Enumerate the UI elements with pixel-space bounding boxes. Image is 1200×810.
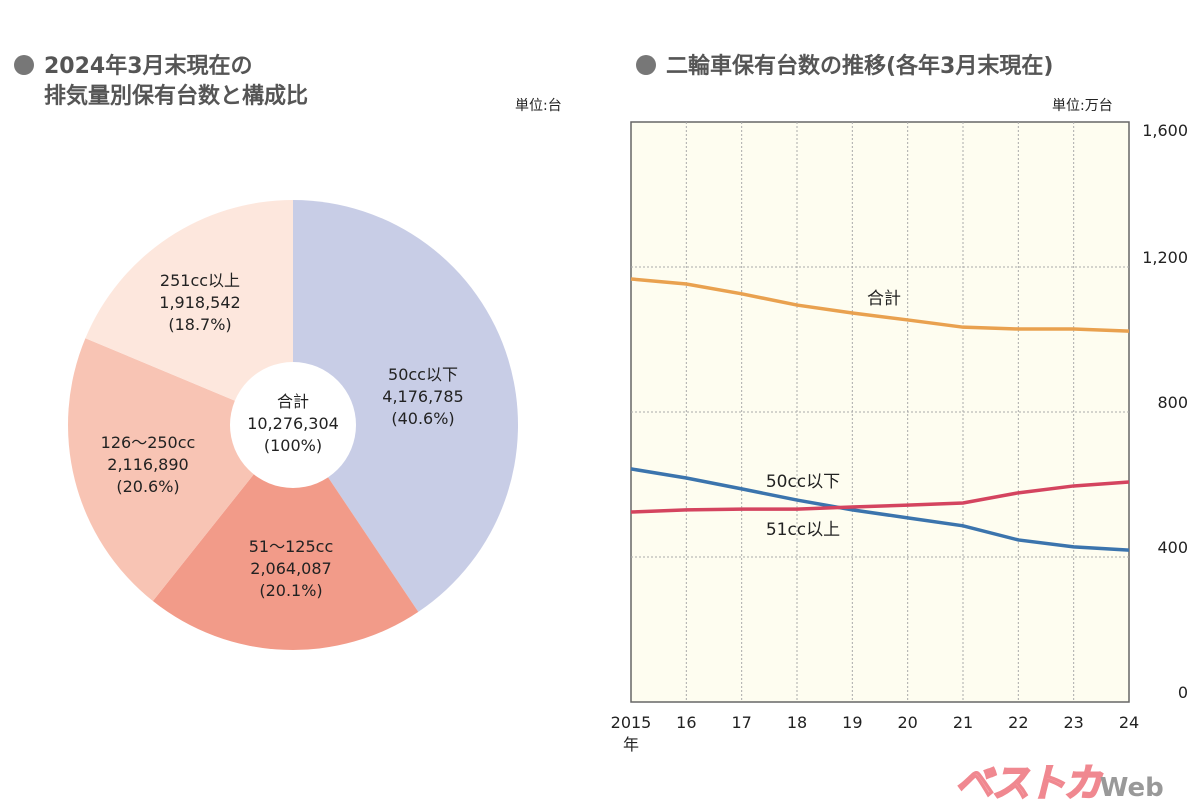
- x-tick-label: 20: [897, 713, 917, 732]
- y-tick-label: 1,600: [1142, 121, 1188, 140]
- pie-hole: [230, 362, 356, 488]
- x-tick-label: 18: [787, 713, 807, 732]
- series-line-1: [630, 467, 1130, 552]
- y-tick-label: 0: [1178, 683, 1188, 702]
- pie-slice-1: [152, 425, 419, 650]
- y-tick-label: 400: [1157, 538, 1188, 557]
- pie-slice-3: [85, 200, 293, 425]
- x-tick-label: 19: [842, 713, 862, 732]
- slice-label-pct: (20.6%): [116, 477, 179, 496]
- series-line-2: [630, 480, 1130, 514]
- slice-label-name: 51〜125cc: [249, 537, 334, 556]
- x-suffix-label: 年: [623, 735, 639, 754]
- bullet-icon: [636, 55, 656, 75]
- x-tick-label: 2015: [611, 713, 652, 732]
- center-label-pct: (100%): [264, 436, 322, 455]
- slice-label-value: 4,176,785: [382, 387, 463, 406]
- slice-label-value: 2,116,890: [107, 455, 188, 474]
- y-tick-label: 1,200: [1142, 248, 1188, 267]
- slice-label-name: 126〜250cc: [101, 433, 196, 452]
- y-tick-label: 800: [1157, 393, 1188, 412]
- bullet-icon: [14, 55, 34, 75]
- series-label: 合計: [867, 289, 901, 309]
- series-label: 51cc以上: [766, 520, 840, 540]
- slice-label-value: 2,064,087: [250, 559, 331, 578]
- pie-unit: 単位:台: [515, 98, 562, 114]
- pie-slice-0: [293, 200, 519, 612]
- x-tick-label: 17: [731, 713, 751, 732]
- pie-title: 2024年3月末現在の 排気量別保有台数と構成比: [14, 52, 308, 112]
- slice-label-name: 50cc以下: [388, 365, 458, 384]
- series-label: 50cc以下: [766, 472, 840, 492]
- series-line-0: [630, 277, 1130, 333]
- center-label-name: 合計: [277, 392, 309, 411]
- center-label-value: 10,276,304: [247, 414, 339, 433]
- x-tick-label: 21: [953, 713, 973, 732]
- x-tick-label: 22: [1008, 713, 1028, 732]
- x-tick-label: 23: [1063, 713, 1083, 732]
- slice-label-name: 251cc以上: [160, 271, 240, 290]
- logo: ベストカWeb: [954, 760, 1164, 806]
- x-tick-label: 24: [1119, 713, 1139, 732]
- slice-label-pct: (20.1%): [259, 581, 322, 600]
- slice-label-value: 1,918,542: [159, 293, 240, 312]
- line-title: 二輪車保有台数の推移(各年3月末現在): [636, 52, 1053, 82]
- line-unit: 単位:万台: [1052, 98, 1113, 114]
- x-tick-label: 16: [676, 713, 696, 732]
- slice-label-pct: (18.7%): [168, 315, 231, 334]
- slice-label-pct: (40.6%): [391, 409, 454, 428]
